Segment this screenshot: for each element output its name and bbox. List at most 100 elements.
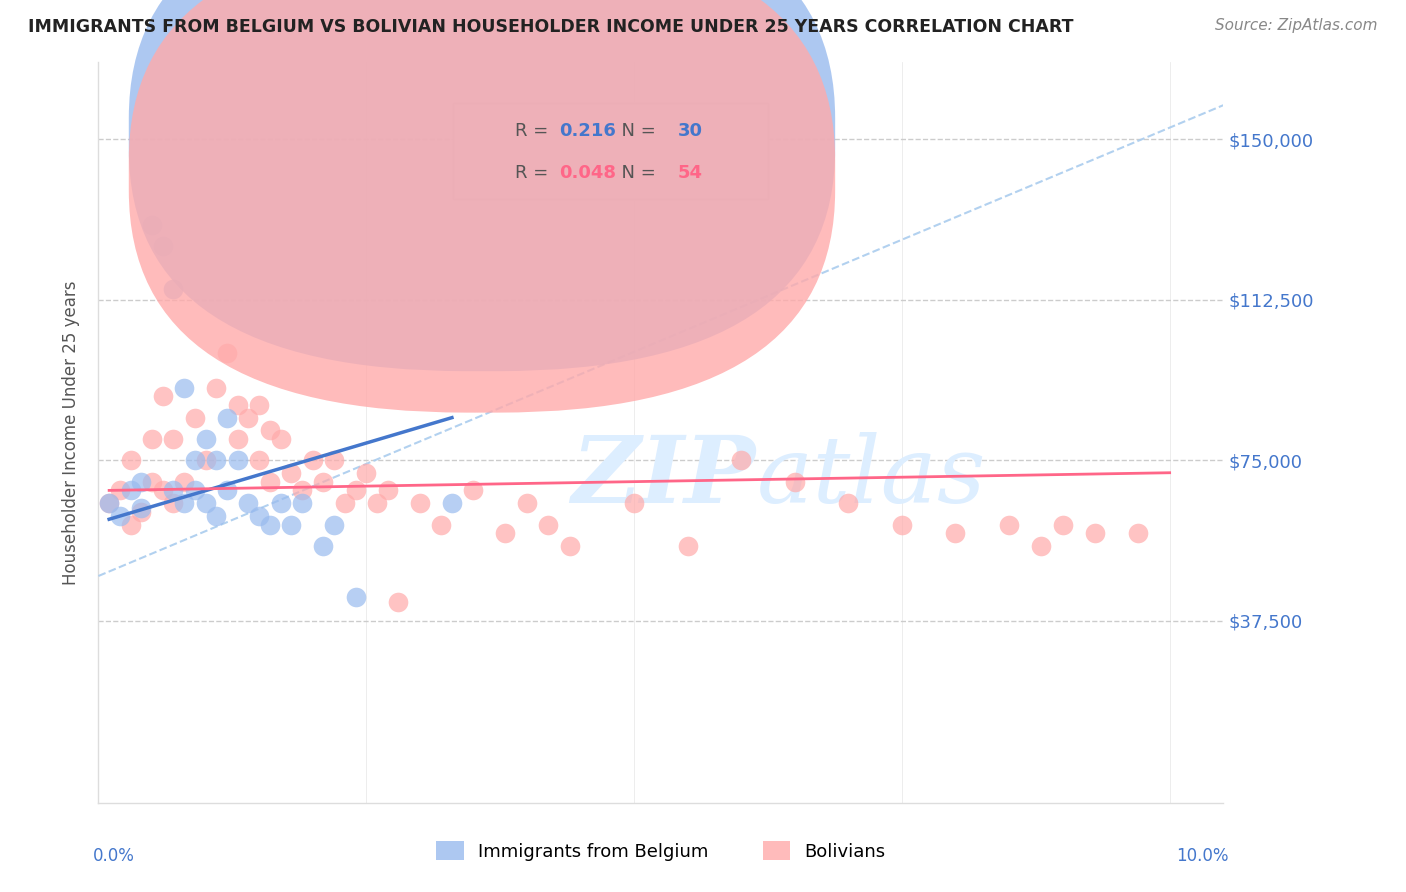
Point [120, 517, 142, 532]
Point [440, 496, 463, 510]
Point [173, 381, 195, 395]
Point [344, 483, 367, 498]
Point [537, 517, 560, 532]
Text: IMMIGRANTS FROM BELGIUM VS BOLIVIAN HOUSEHOLDER INCOME UNDER 25 YEARS CORRELATIO: IMMIGRANTS FROM BELGIUM VS BOLIVIAN HOUS… [28, 18, 1074, 36]
Point [291, 483, 314, 498]
Text: 0.0%: 0.0% [93, 847, 135, 865]
Point [98, 496, 121, 510]
FancyBboxPatch shape [129, 0, 835, 413]
Point [184, 483, 207, 498]
Point [270, 432, 292, 446]
Text: ZIP: ZIP [571, 432, 755, 522]
Point [194, 432, 217, 446]
Text: 10.0%: 10.0% [1177, 847, 1229, 865]
Point [409, 496, 432, 510]
Point [215, 346, 238, 360]
Point [344, 591, 367, 605]
Point [377, 483, 399, 498]
Point [184, 453, 207, 467]
Point [783, 475, 806, 489]
Text: N =: N = [610, 121, 662, 139]
Point [247, 453, 270, 467]
Point [152, 239, 174, 253]
Point [558, 539, 581, 553]
Point [184, 410, 207, 425]
Point [463, 483, 485, 498]
Point [205, 453, 228, 467]
Point [129, 505, 152, 519]
Point [141, 432, 163, 446]
Point [837, 496, 859, 510]
Point [247, 398, 270, 412]
Point [1052, 517, 1074, 532]
Point [623, 496, 645, 510]
Point [98, 496, 121, 510]
Point [162, 483, 184, 498]
Point [108, 509, 131, 524]
Point [162, 496, 184, 510]
Text: atlas: atlas [756, 432, 986, 522]
Point [259, 517, 281, 532]
Point [280, 467, 302, 481]
Point [120, 483, 142, 498]
Text: Source: ZipAtlas.com: Source: ZipAtlas.com [1215, 18, 1378, 33]
Point [141, 475, 163, 489]
Point [215, 410, 238, 425]
Point [152, 389, 174, 403]
Point [141, 218, 163, 232]
Point [1029, 539, 1052, 553]
Point [226, 453, 249, 467]
Point [495, 526, 517, 541]
Point [238, 410, 260, 425]
Point [354, 467, 377, 481]
Text: R =: R = [515, 121, 554, 139]
Point [259, 424, 281, 438]
Point [676, 539, 699, 553]
Point [108, 483, 131, 498]
Point [301, 453, 323, 467]
Text: R =: R = [515, 164, 554, 183]
Point [323, 453, 346, 467]
Point [323, 517, 346, 532]
Point [730, 453, 752, 467]
Point [215, 483, 238, 498]
Point [333, 496, 356, 510]
Point [430, 517, 453, 532]
Text: 0.216: 0.216 [560, 121, 616, 139]
Point [998, 517, 1021, 532]
Point [312, 475, 335, 489]
Point [387, 595, 409, 609]
Point [173, 496, 195, 510]
Text: 0.048: 0.048 [560, 164, 617, 183]
Point [129, 500, 152, 515]
FancyBboxPatch shape [453, 103, 768, 200]
Point [205, 381, 228, 395]
Point [129, 475, 152, 489]
Point [194, 453, 217, 467]
Point [1084, 526, 1107, 541]
Point [194, 496, 217, 510]
FancyBboxPatch shape [129, 0, 835, 371]
Point [247, 509, 270, 524]
Point [162, 432, 184, 446]
Point [890, 517, 912, 532]
Y-axis label: Householder Income Under 25 years: Householder Income Under 25 years [62, 280, 80, 585]
Point [312, 539, 335, 553]
Point [259, 475, 281, 489]
Point [173, 475, 195, 489]
Point [152, 483, 174, 498]
Point [226, 432, 249, 446]
Point [120, 453, 142, 467]
Point [226, 398, 249, 412]
Point [238, 496, 260, 510]
Point [162, 282, 184, 296]
Point [205, 509, 228, 524]
Point [1126, 526, 1149, 541]
Point [516, 496, 538, 510]
Text: N =: N = [610, 164, 662, 183]
Point [945, 526, 967, 541]
Point [291, 496, 314, 510]
Text: 30: 30 [678, 121, 703, 139]
Legend: Immigrants from Belgium, Bolivians: Immigrants from Belgium, Bolivians [429, 834, 893, 868]
Text: 54: 54 [678, 164, 703, 183]
